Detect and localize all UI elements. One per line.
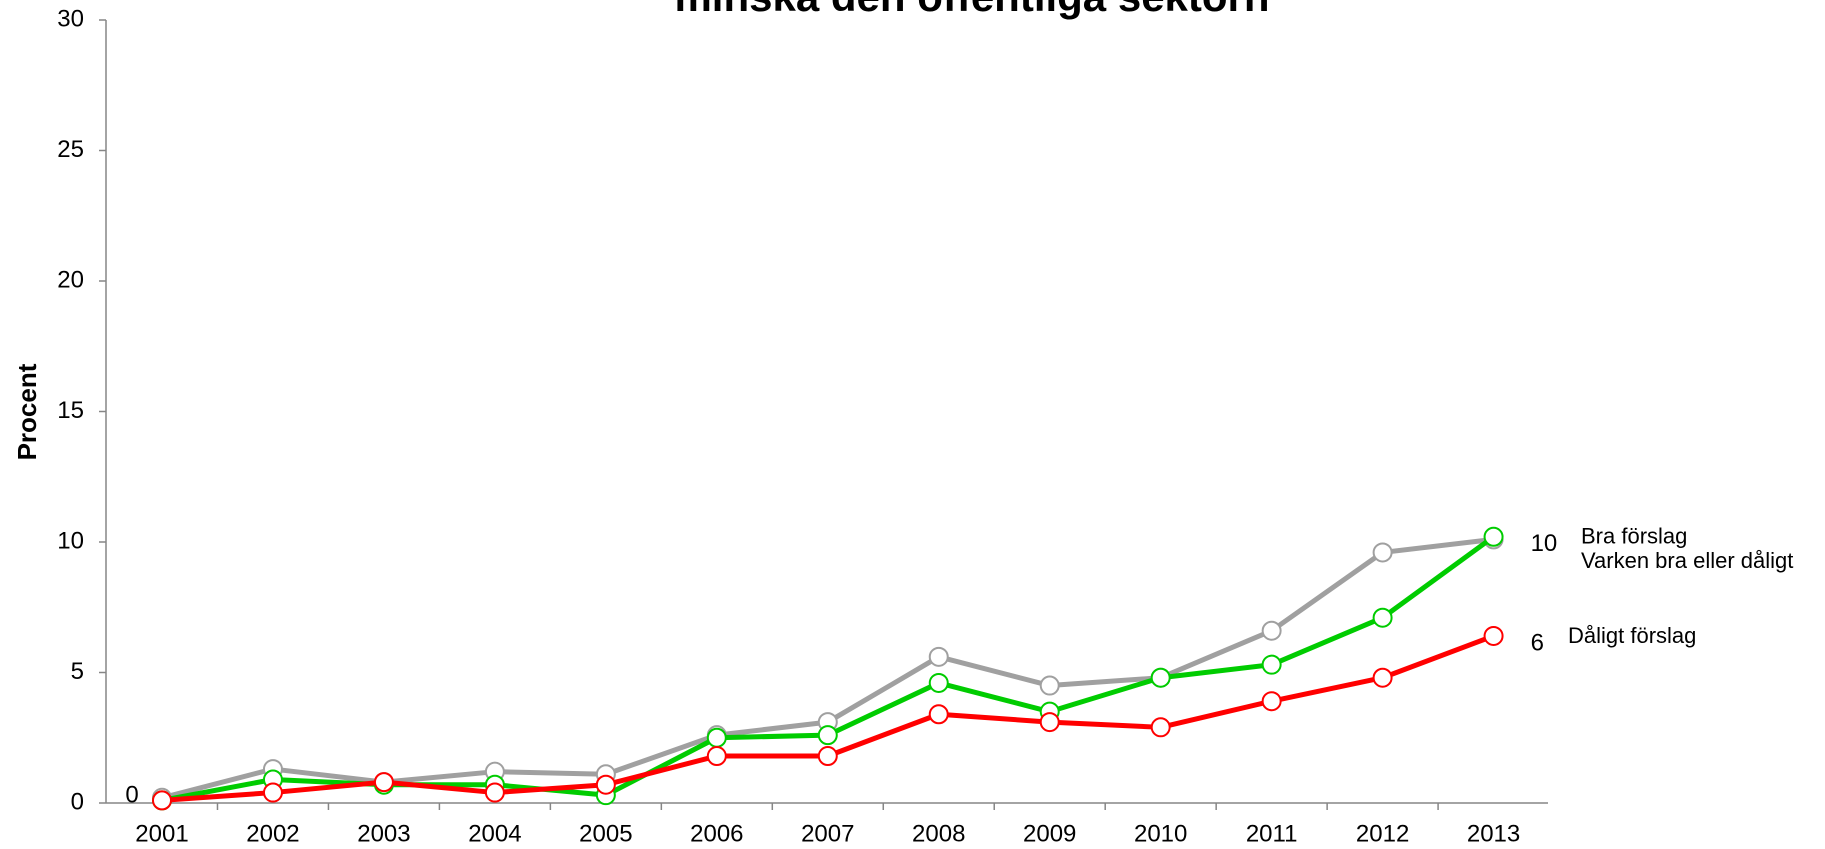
point	[152, 790, 172, 811]
point	[1150, 667, 1171, 688]
x-tick-label: 2006	[690, 820, 743, 847]
point	[1372, 542, 1393, 563]
point	[595, 774, 616, 795]
point	[817, 725, 838, 746]
x-tick-label: 2009	[1023, 820, 1076, 847]
y-tick-label: 5	[71, 658, 84, 685]
x-tick-label: 2011	[1246, 820, 1298, 847]
y-axis-label: Procent	[12, 363, 42, 460]
x-tick-label: 2013	[1467, 820, 1520, 847]
x-tick-label: 2012	[1356, 820, 1409, 847]
x-tick-label: 2004	[468, 820, 521, 847]
legend-label: Bra förslag	[1581, 524, 1687, 549]
value-label: 6	[1531, 629, 1544, 656]
x-tick-label: 2001	[135, 820, 188, 847]
value-label: 10	[1531, 530, 1558, 557]
x-tick-label: 2003	[357, 820, 410, 847]
y-tick-label: 10	[57, 527, 84, 554]
point	[1150, 717, 1171, 738]
x-tick-label: 2008	[912, 820, 965, 847]
point	[1261, 654, 1282, 675]
point	[706, 727, 727, 748]
point	[928, 704, 949, 725]
x-tick-label: 2010	[1134, 820, 1187, 847]
x-tick-label: 2007	[801, 820, 854, 847]
point	[373, 772, 394, 793]
point	[1372, 667, 1393, 688]
point	[706, 746, 727, 767]
chart-title: minska den offentliga sektorn	[674, 0, 1269, 20]
y-tick-label: 20	[57, 266, 84, 293]
legend-label: Varken bra eller dåligt	[1581, 548, 1793, 573]
point	[928, 672, 949, 693]
point	[1483, 526, 1504, 547]
y-tick-label: 15	[57, 397, 84, 424]
point	[928, 646, 949, 667]
point	[1483, 625, 1504, 646]
legend-label: Dåligt förslag	[1568, 623, 1696, 648]
y-tick-label: 25	[57, 136, 84, 163]
y-tick-label: 30	[57, 5, 84, 32]
point	[817, 746, 838, 767]
x-tick-label: 2002	[246, 820, 299, 847]
point	[1039, 675, 1060, 696]
value-label: 0	[125, 782, 138, 809]
point	[1372, 607, 1393, 628]
point	[1261, 620, 1282, 641]
point	[1261, 691, 1282, 712]
x-tick-label: 2005	[579, 820, 632, 847]
point	[484, 782, 505, 803]
point	[262, 782, 283, 803]
point	[1039, 712, 1060, 733]
y-tick-label: 0	[71, 788, 84, 815]
